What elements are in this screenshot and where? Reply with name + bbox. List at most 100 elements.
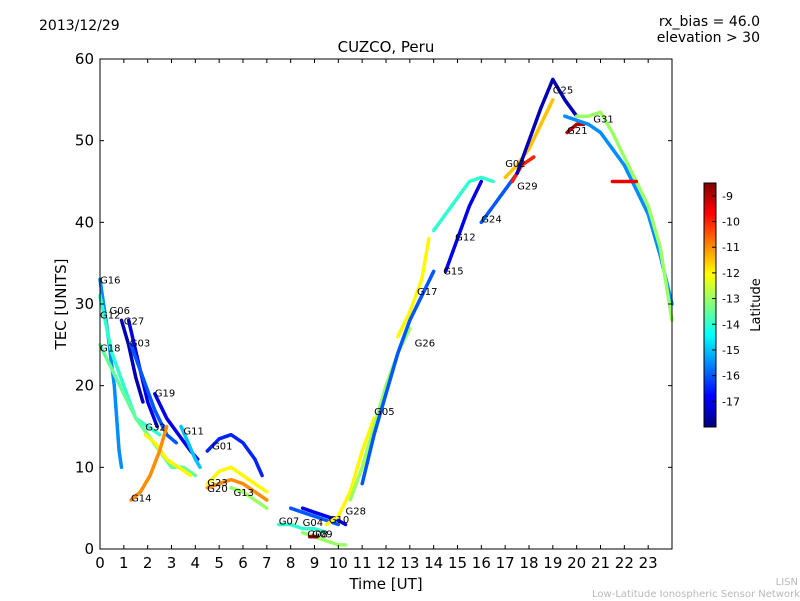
prn-label: G27 <box>124 316 144 327</box>
x-tick-label: 5 <box>214 554 224 572</box>
date-label: 2013/12/29 <box>39 18 120 34</box>
x-tick-label: 17 <box>496 554 515 572</box>
series-g32 <box>143 432 193 478</box>
elevation-label: elevation > 30 <box>656 30 760 46</box>
x-tick-label: 16 <box>472 554 491 572</box>
colorbar-tick-label: -10 <box>722 216 740 229</box>
prn-label: G15 <box>443 267 463 278</box>
colorbar-tick-label: -11 <box>722 241 740 254</box>
x-tick-label: 7 <box>262 554 272 572</box>
x-axis-label: Time [UT] <box>348 575 422 593</box>
colorbar-tick-label: -16 <box>722 370 740 383</box>
colorbar-tick-label: -12 <box>722 267 740 280</box>
footer-org-short: LISN <box>775 577 798 588</box>
y-tick-label: 30 <box>75 295 94 313</box>
x-tick-label: 6 <box>238 554 248 572</box>
series-g26 <box>360 269 436 486</box>
series-g31 <box>563 114 674 306</box>
series-g20 <box>205 477 269 502</box>
x-tick-label: 3 <box>167 554 177 572</box>
x-tick-label: 0 <box>95 554 105 572</box>
colorbar-gradient <box>703 182 717 428</box>
series-g25 <box>515 77 579 176</box>
series-g01 <box>205 432 264 478</box>
prn-label: G06 <box>110 306 130 317</box>
prn-label: G25 <box>553 85 573 96</box>
series-g13 <box>229 486 269 510</box>
prn-label: G01 <box>212 441 232 452</box>
x-tick-label: 23 <box>639 554 658 572</box>
colorbar-tick-label: -13 <box>722 293 740 306</box>
colorbar-tick-label: -9 <box>722 190 733 203</box>
series-g21 <box>565 122 586 135</box>
x-tick-label: 11 <box>353 554 372 572</box>
prn-label: G16 <box>100 276 120 287</box>
x-tick-label: 1 <box>119 554 129 572</box>
series-g06 <box>119 318 145 404</box>
y-tick-label: 60 <box>75 50 94 68</box>
series-g02 <box>503 98 555 180</box>
x-tick-label: 10 <box>329 554 348 572</box>
series-g23 <box>205 465 269 494</box>
series-g12 <box>98 294 162 437</box>
prn-label: G32 <box>145 423 165 434</box>
prn-label: G13 <box>234 488 254 499</box>
prn-label: G21 <box>567 126 587 137</box>
x-tick-label: 21 <box>591 554 610 572</box>
series-layer <box>98 77 674 547</box>
colorbar-tick-label: -14 <box>722 318 740 331</box>
x-tick-label: 14 <box>424 554 443 572</box>
prn-label: G02 <box>505 159 525 170</box>
prn-label: G19 <box>155 388 175 399</box>
y-tick-label: 50 <box>75 132 94 150</box>
series-g12b <box>431 175 496 233</box>
x-tick-label: 8 <box>286 554 296 572</box>
footer-org-long: Low-Latitude Ionospheric Sensor Network <box>592 589 800 600</box>
prn-label: G26 <box>415 339 435 350</box>
x-axis: 0 1 2 3 4 5 6 7 8 9 10 11 12 13 14 15 16 17 18 19 20 21 22 23 <box>95 59 658 572</box>
x-tick-label: 2 <box>143 554 153 572</box>
prn-label: G05 <box>374 407 394 418</box>
prn-label: G08 <box>307 530 327 541</box>
prn-label: G07 <box>279 517 299 528</box>
prn-label: G12 <box>455 232 475 243</box>
x-tick-label: 13 <box>400 554 419 572</box>
prn-label: G31 <box>593 115 613 126</box>
y-tick-label: 0 <box>84 540 94 558</box>
series-g03 <box>129 343 179 445</box>
prn-label: G20 <box>207 484 227 495</box>
rx-bias-label: rx_bias = 46.0 <box>658 14 760 30</box>
series-g10 <box>300 506 348 527</box>
series-g28 <box>324 416 376 527</box>
prn-label: G09 <box>312 530 332 541</box>
prn-label: G17 <box>417 287 437 298</box>
x-tick-label: 15 <box>448 554 467 572</box>
prn-label: G24 <box>481 214 501 225</box>
colorbar-tick-label: -15 <box>722 344 740 357</box>
prn-label: G11 <box>183 427 203 438</box>
series-g11 <box>179 424 202 470</box>
chart-title: CUZCO, Peru <box>338 38 435 56</box>
y-axis: 0 10 20 30 40 50 60 <box>75 50 672 558</box>
series-g07 <box>277 522 329 535</box>
x-tick-label: 12 <box>376 554 395 572</box>
series-g31b <box>574 110 674 323</box>
prn-label: G10 <box>329 515 349 526</box>
prn-label: G14 <box>131 494 151 505</box>
prn-label: G28 <box>346 507 366 518</box>
series-g17 <box>396 236 431 339</box>
y-tick-label: 40 <box>75 213 94 231</box>
colorbar: -9 -10 -11 -12 -13 -14 -15 -16 -17 Latitude <box>703 182 764 428</box>
colorbar-ticks: -9 -10 -11 -12 -13 -14 -15 -16 -17 <box>712 190 740 408</box>
series-g15 <box>443 179 484 274</box>
colorbar-tick-label: -17 <box>722 395 740 408</box>
x-tick-label: 9 <box>310 554 320 572</box>
prn-label: G03 <box>130 339 150 350</box>
x-tick-label: 22 <box>615 554 634 572</box>
x-tick-label: 20 <box>567 554 586 572</box>
colorbar-label: Latitude <box>749 278 764 332</box>
prn-label: G29 <box>517 182 537 193</box>
prn-label: G23 <box>207 478 227 489</box>
